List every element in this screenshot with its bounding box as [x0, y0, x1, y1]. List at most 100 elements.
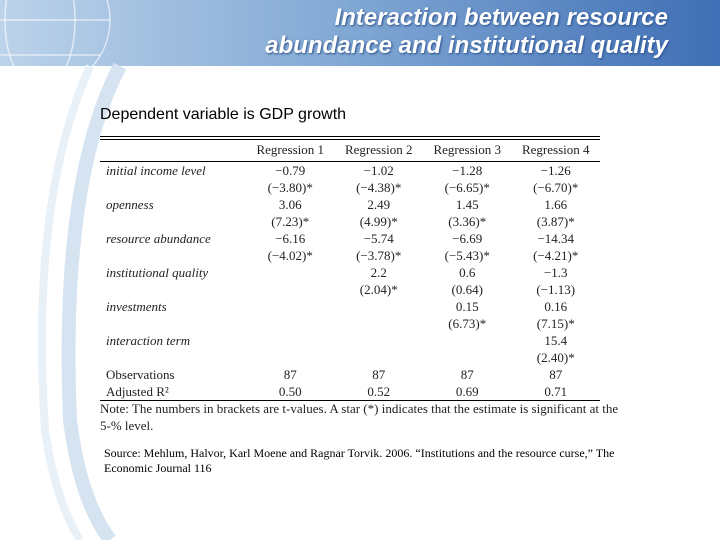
table-cell: −14.34: [537, 231, 575, 246]
corner-cell: [100, 139, 246, 162]
row-label: resource abundance: [106, 231, 211, 246]
table-cell: −0.79: [275, 163, 306, 178]
table-cell: (−4.21)*: [533, 248, 579, 263]
table-cell: (−6.65)*: [444, 180, 490, 195]
table-cell: 87: [460, 367, 474, 382]
table-cell: (−3.78)*: [356, 248, 402, 263]
table-cell: [335, 298, 424, 315]
table-cell: 0.71: [544, 384, 568, 399]
row-label: [100, 179, 246, 196]
table-cell: (2.04)*: [359, 282, 398, 297]
table-body: initial income level −0.79 −1.02 −1.28 −1.26…: [100, 162, 600, 401]
table-cell: [246, 264, 335, 281]
table-row: investments 0.15 0.16: [100, 298, 600, 315]
table-row: (−4.02)* (−3.78)* (−5.43)* (−4.21)*: [100, 247, 600, 264]
table-cell: (3.87)*: [536, 214, 575, 229]
row-label: interaction term: [106, 333, 191, 348]
table-row: (−3.80)* (−4.38)* (−6.65)* (−6.70)*: [100, 179, 600, 196]
table-row: (7.23)* (4.99)* (3.36)* (3.87)*: [100, 213, 600, 230]
table-row: Observations 87 87 87 87: [100, 366, 600, 383]
table-cell: (−5.43)*: [444, 248, 490, 263]
table-cell: 15.4: [544, 333, 568, 348]
table-cell: −6.16: [275, 231, 306, 246]
slide-title: Interaction between resource abundance a…: [265, 4, 668, 60]
table-row: (2.04)* (0.64) (−1.13): [100, 281, 600, 298]
table-cell: −1.28: [452, 163, 483, 178]
table-cell: 87: [283, 367, 297, 382]
row-label: initial income level: [106, 163, 206, 178]
table-cell: [423, 349, 512, 366]
table-row: initial income level −0.79 −1.02 −1.28 −1.26: [100, 162, 600, 180]
table-cell: [246, 349, 335, 366]
table-cell: −1.3: [543, 265, 568, 280]
table-cell: 0.52: [367, 384, 391, 399]
table-row: (6.73)* (7.15)*: [100, 315, 600, 332]
table-cell: 2.2: [370, 265, 387, 280]
row-label: institutional quality: [106, 265, 209, 280]
table-cell: 0.16: [544, 299, 568, 314]
table-cell: [246, 298, 335, 315]
row-label: [100, 315, 246, 332]
table-cell: (−1.13): [536, 282, 576, 297]
table-cell: −1.02: [363, 163, 394, 178]
table-cell: (−6.70)*: [533, 180, 579, 195]
table-cell: 3.06: [278, 197, 302, 212]
subtitle: Dependent variable is GDP growth: [100, 106, 347, 123]
table-cell: [423, 332, 512, 349]
table-cell: 1.45: [455, 197, 479, 212]
table-cell: (7.15)*: [536, 316, 575, 331]
table-note: Note: The numbers in brackets are t-valu…: [100, 401, 619, 433]
title-line: Interaction between resource: [334, 4, 668, 31]
table-cell: (4.99)*: [359, 214, 398, 229]
table-cell: [246, 332, 335, 349]
column-header: Regression 4: [511, 139, 600, 162]
row-label: openness: [106, 197, 154, 212]
table-cell: 0.50: [278, 384, 302, 399]
table-cell: 0.15: [455, 299, 479, 314]
table-row: (2.40)*: [100, 349, 600, 366]
table-row: Adjusted R² 0.50 0.52 0.69 0.71: [100, 383, 600, 400]
table-cell: 0.6: [459, 265, 476, 280]
table-cell: (2.40)*: [536, 350, 575, 365]
row-label: [100, 281, 246, 298]
row-label: investments: [106, 299, 167, 314]
table-row: institutional quality 2.2 0.6 −1.3: [100, 264, 600, 281]
regression-table: Regression 1 Regression 2 Regression 3 Regr…: [100, 139, 600, 400]
table-row: openness 3.06 2.49 1.45 1.66: [100, 196, 600, 213]
regression-table-box: Regression 1 Regression 2 Regression 3 Regr…: [100, 136, 600, 401]
table-cell: (3.36)*: [448, 214, 487, 229]
row-label: [100, 213, 246, 230]
row-label: Observations: [106, 367, 175, 382]
row-label: [100, 349, 246, 366]
column-header: Regression 1: [246, 139, 335, 162]
table-cell: −1.26: [540, 163, 571, 178]
table-cell: [335, 315, 424, 332]
table-cell: 2.49: [367, 197, 391, 212]
table-row: resource abundance −6.16 −5.74 −6.69 −14.34: [100, 230, 600, 247]
table-cell: [335, 332, 424, 349]
table-cell: [246, 315, 335, 332]
table-cell: [246, 281, 335, 298]
title-line: abundance and institutional quality: [265, 32, 668, 59]
row-label: Adjusted R²: [106, 384, 169, 399]
table-cell: [335, 349, 424, 366]
table-cell: 0.69: [455, 384, 479, 399]
table-cell: (6.73)*: [448, 316, 487, 331]
table-cell: −5.74: [363, 231, 394, 246]
table-cell: 1.66: [544, 197, 568, 212]
table-cell: (−4.02)*: [267, 248, 313, 263]
table-cell: (0.64): [451, 282, 483, 297]
header-row: Regression 1 Regression 2 Regression 3 Regr…: [100, 139, 600, 162]
table-cell: −6.69: [452, 231, 483, 246]
row-label: [100, 247, 246, 264]
table-row: interaction term 15.4: [100, 332, 600, 349]
table-cell: (−3.80)*: [267, 180, 313, 195]
table-cell: 87: [549, 367, 563, 382]
source: Source: Mehlum, Halvor, Karl Moene and R…: [104, 446, 615, 475]
table-cell: (7.23)*: [271, 214, 310, 229]
column-header: Regression 2: [334, 139, 423, 162]
table-cell: 87: [372, 367, 386, 382]
column-header: Regression 3: [423, 139, 512, 162]
